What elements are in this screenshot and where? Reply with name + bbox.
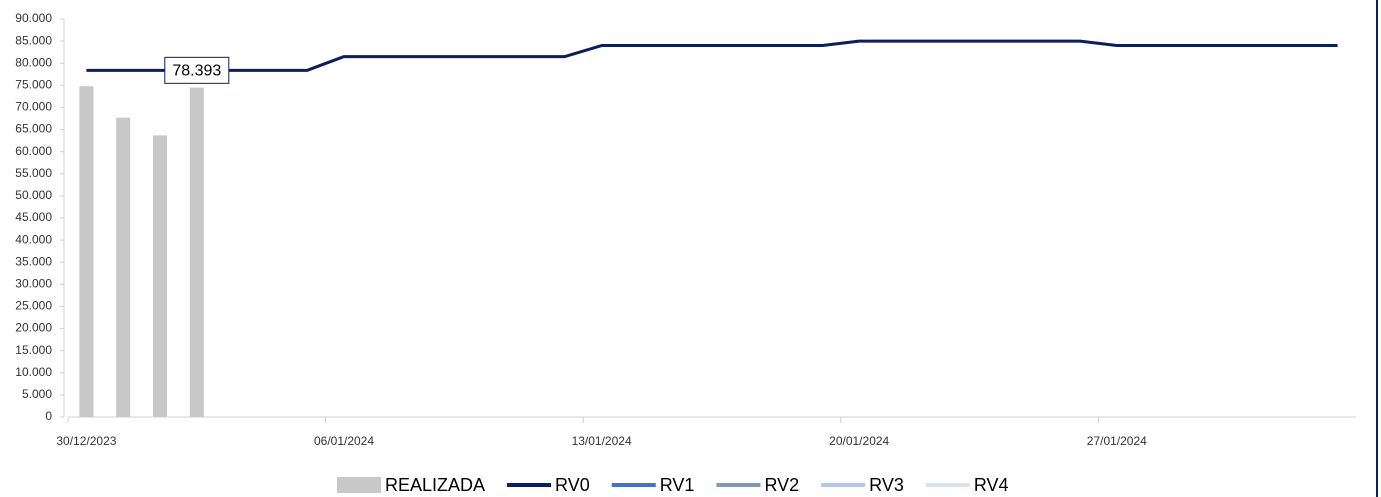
y-tick-label: 35.000	[15, 254, 52, 268]
bar	[116, 117, 131, 418]
legend-label: RV4	[974, 475, 1009, 495]
y-tick-label: 65.000	[15, 122, 52, 136]
x-tick-label: 27/01/2024	[1087, 434, 1147, 448]
y-tick-label: 40.000	[15, 232, 52, 246]
y-tick-label: 5.000	[22, 387, 52, 401]
y-tick-label: 75.000	[15, 78, 52, 92]
data-label: 78.393	[172, 63, 221, 80]
data-label-box	[164, 56, 230, 84]
y-tick-label: 15.000	[15, 343, 52, 357]
legend-swatch	[337, 477, 381, 493]
y-tick-label: 10.000	[15, 365, 52, 379]
line	[86, 39, 1338, 72]
legend-label: RV0	[555, 475, 590, 495]
y-tick-label: 0	[45, 409, 52, 423]
y-tick-label: 80.000	[15, 55, 52, 69]
legend-label: REALIZADA	[385, 475, 485, 495]
legend-label: RV1	[660, 475, 695, 495]
bar	[79, 86, 94, 418]
y-tick-label: 60.000	[15, 144, 52, 158]
y-tick-label: 50.000	[15, 188, 52, 202]
y-tick-label: 70.000	[15, 100, 52, 114]
x-tick-label: 06/01/2024	[314, 434, 374, 448]
y-tick-label: 85.000	[15, 33, 52, 47]
x-tick-label: 20/01/2024	[829, 434, 889, 448]
y-tick-label: 25.000	[15, 299, 52, 313]
y-tick-label: 20.000	[15, 321, 52, 335]
bar	[153, 135, 167, 417]
y-tick-label: 90.000	[15, 11, 52, 25]
legend-label: RV3	[869, 475, 904, 495]
y-tick-label: 45.000	[15, 210, 52, 224]
legend-label: RV2	[764, 475, 799, 495]
bar	[189, 87, 204, 418]
x-tick-label: 13/01/2024	[572, 434, 632, 448]
y-tick-label: 55.000	[15, 166, 52, 180]
y-tick-label: 30.000	[15, 277, 52, 291]
x-tick-label: 30/12/2023	[56, 434, 116, 448]
